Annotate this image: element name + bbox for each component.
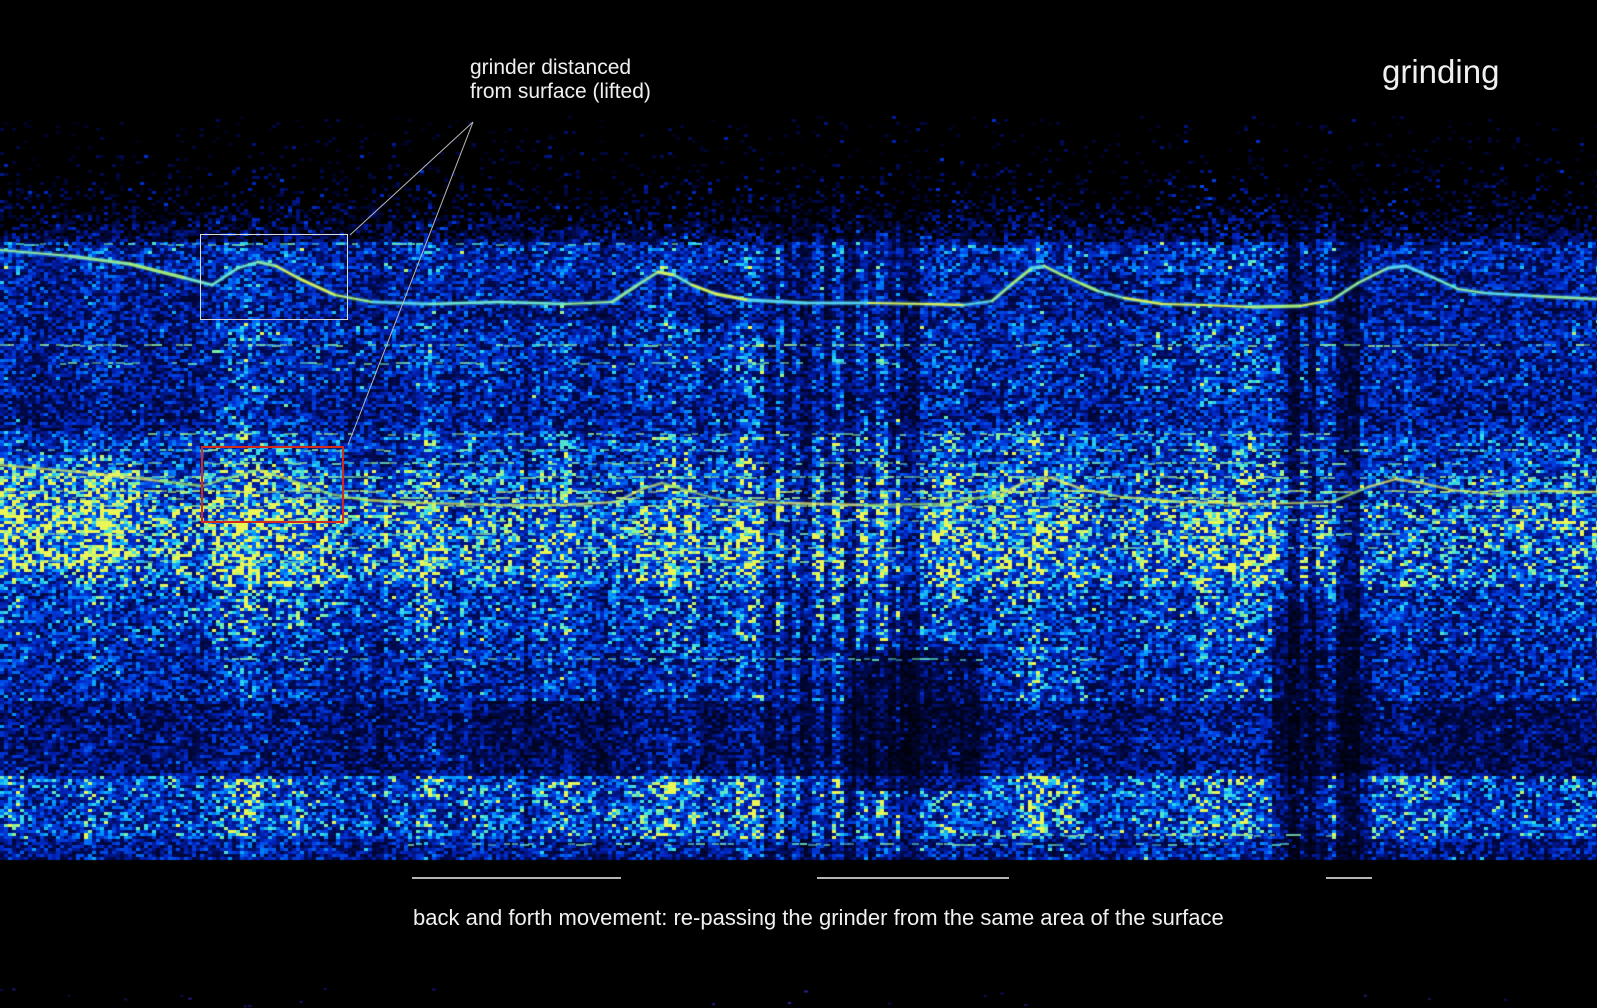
lifted-region-box-low-trace <box>201 446 344 523</box>
callout-label-line1: grinder distanced <box>470 56 632 79</box>
repass-underline <box>412 877 621 879</box>
figure-title: grinding <box>1382 53 1500 90</box>
callout-label: grinder distanced from surface (lifted) <box>470 56 651 104</box>
lifted-region-box-high-trace <box>200 234 348 320</box>
repass-underline <box>817 877 1009 879</box>
callout-label-line2: from surface (lifted) <box>470 80 651 103</box>
repass-underline <box>1326 877 1372 879</box>
caption-label: back and forth movement: re-passing the … <box>413 905 1224 930</box>
